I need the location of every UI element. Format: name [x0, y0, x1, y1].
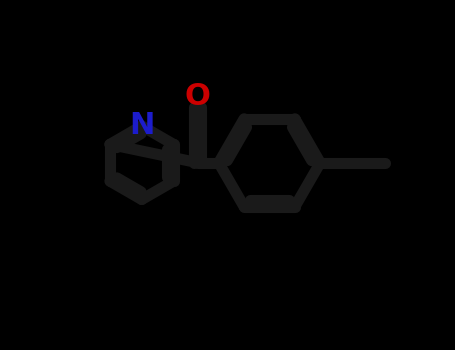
- Text: O: O: [185, 83, 211, 111]
- Text: N: N: [129, 112, 154, 140]
